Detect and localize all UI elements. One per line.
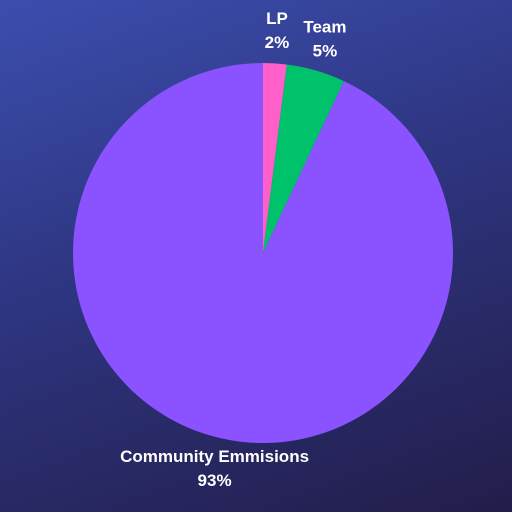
slice-label: Community Emmisions bbox=[120, 447, 309, 466]
slice-value-label: 93% bbox=[198, 471, 232, 490]
slice-label: LP bbox=[266, 9, 288, 28]
slice-value-label: 2% bbox=[265, 33, 290, 52]
slice-value-label: 5% bbox=[313, 41, 338, 60]
slice-label: Team bbox=[303, 17, 346, 36]
pie-slice bbox=[263, 64, 344, 254]
pie-slice bbox=[263, 63, 287, 253]
pie-slice bbox=[73, 63, 454, 444]
